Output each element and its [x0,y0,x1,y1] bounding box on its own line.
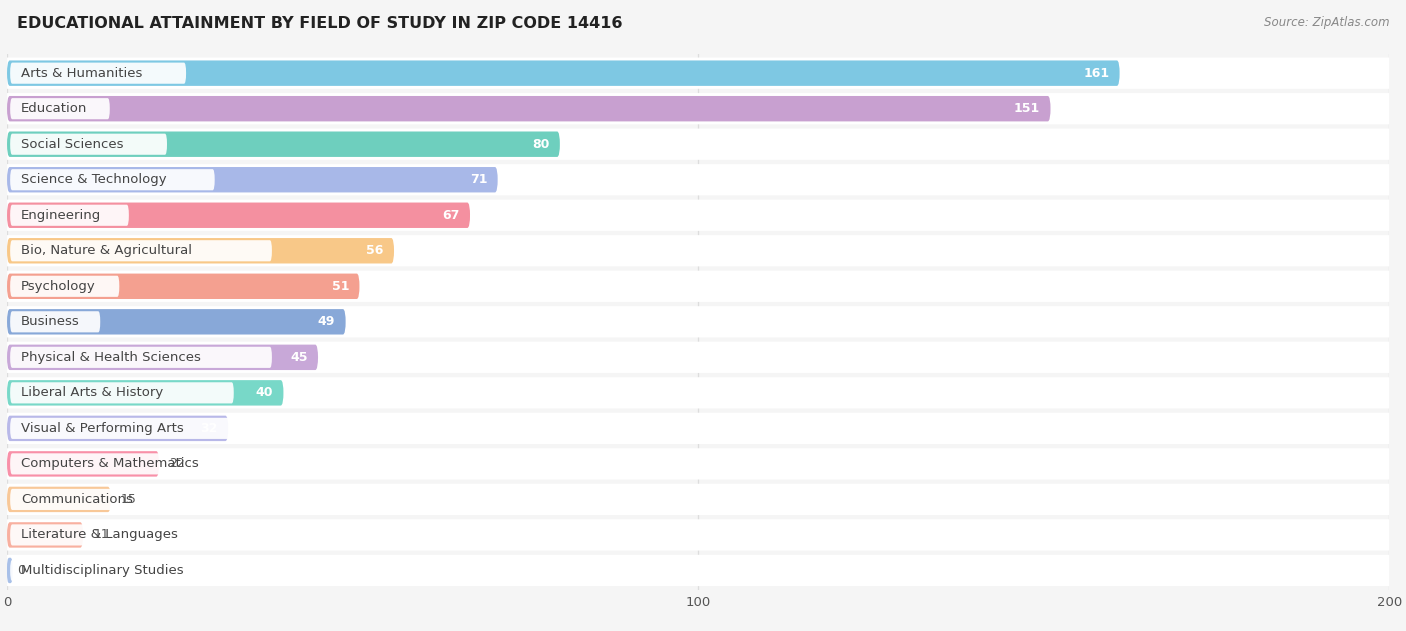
Text: Engineering: Engineering [21,209,101,221]
Text: Literature & Languages: Literature & Languages [21,528,177,541]
FancyBboxPatch shape [7,555,1389,586]
FancyBboxPatch shape [10,524,233,545]
FancyBboxPatch shape [10,560,263,581]
FancyBboxPatch shape [10,98,110,119]
FancyBboxPatch shape [7,558,13,583]
FancyBboxPatch shape [7,93,1389,124]
FancyBboxPatch shape [7,61,1119,86]
FancyBboxPatch shape [7,487,111,512]
Text: Source: ZipAtlas.com: Source: ZipAtlas.com [1264,16,1389,29]
FancyBboxPatch shape [7,96,1050,121]
FancyBboxPatch shape [7,199,1389,231]
FancyBboxPatch shape [10,240,271,261]
FancyBboxPatch shape [7,274,360,299]
FancyBboxPatch shape [10,276,120,297]
FancyBboxPatch shape [10,134,167,155]
FancyBboxPatch shape [7,416,228,441]
FancyBboxPatch shape [7,413,1389,444]
Text: 161: 161 [1083,67,1109,80]
FancyBboxPatch shape [10,453,243,475]
Text: 80: 80 [531,138,550,151]
FancyBboxPatch shape [7,306,1389,338]
Text: 11: 11 [93,528,110,541]
Text: 32: 32 [201,422,218,435]
Text: 51: 51 [332,280,349,293]
Text: Bio, Nature & Agricultural: Bio, Nature & Agricultural [21,244,191,257]
FancyBboxPatch shape [7,131,560,157]
Text: Visual & Performing Arts: Visual & Performing Arts [21,422,184,435]
FancyBboxPatch shape [10,489,157,510]
FancyBboxPatch shape [7,380,284,406]
Text: Social Sciences: Social Sciences [21,138,124,151]
Text: EDUCATIONAL ATTAINMENT BY FIELD OF STUDY IN ZIP CODE 14416: EDUCATIONAL ATTAINMENT BY FIELD OF STUDY… [17,16,623,31]
Text: 67: 67 [443,209,460,221]
Text: 15: 15 [121,493,136,506]
Text: Computers & Mathematics: Computers & Mathematics [21,457,198,470]
FancyBboxPatch shape [7,235,1389,266]
FancyBboxPatch shape [7,238,394,264]
FancyBboxPatch shape [7,129,1389,160]
FancyBboxPatch shape [7,203,470,228]
FancyBboxPatch shape [10,311,100,333]
FancyBboxPatch shape [7,167,498,192]
Text: Physical & Health Sciences: Physical & Health Sciences [21,351,201,364]
Text: 71: 71 [470,174,488,186]
FancyBboxPatch shape [10,62,186,84]
FancyBboxPatch shape [7,451,159,476]
FancyBboxPatch shape [10,347,271,368]
Text: Psychology: Psychology [21,280,96,293]
FancyBboxPatch shape [7,309,346,334]
FancyBboxPatch shape [7,448,1389,480]
Text: Liberal Arts & History: Liberal Arts & History [21,386,163,399]
FancyBboxPatch shape [10,418,253,439]
FancyBboxPatch shape [7,519,1389,551]
FancyBboxPatch shape [7,377,1389,408]
Text: 45: 45 [290,351,308,364]
FancyBboxPatch shape [7,57,1389,89]
FancyBboxPatch shape [10,169,215,191]
Text: Communications: Communications [21,493,132,506]
FancyBboxPatch shape [7,271,1389,302]
FancyBboxPatch shape [10,204,129,226]
Text: Arts & Humanities: Arts & Humanities [21,67,142,80]
Text: Science & Technology: Science & Technology [21,174,166,186]
FancyBboxPatch shape [7,164,1389,196]
FancyBboxPatch shape [10,382,233,403]
FancyBboxPatch shape [7,342,1389,373]
Text: 56: 56 [367,244,384,257]
Text: 151: 151 [1014,102,1040,115]
FancyBboxPatch shape [7,522,83,548]
FancyBboxPatch shape [7,484,1389,515]
Text: Business: Business [21,316,80,328]
Text: 22: 22 [170,457,186,470]
Text: Education: Education [21,102,87,115]
Text: Multidisciplinary Studies: Multidisciplinary Studies [21,564,183,577]
Text: 0: 0 [17,564,25,577]
FancyBboxPatch shape [7,345,318,370]
Text: 40: 40 [256,386,273,399]
Text: 49: 49 [318,316,335,328]
